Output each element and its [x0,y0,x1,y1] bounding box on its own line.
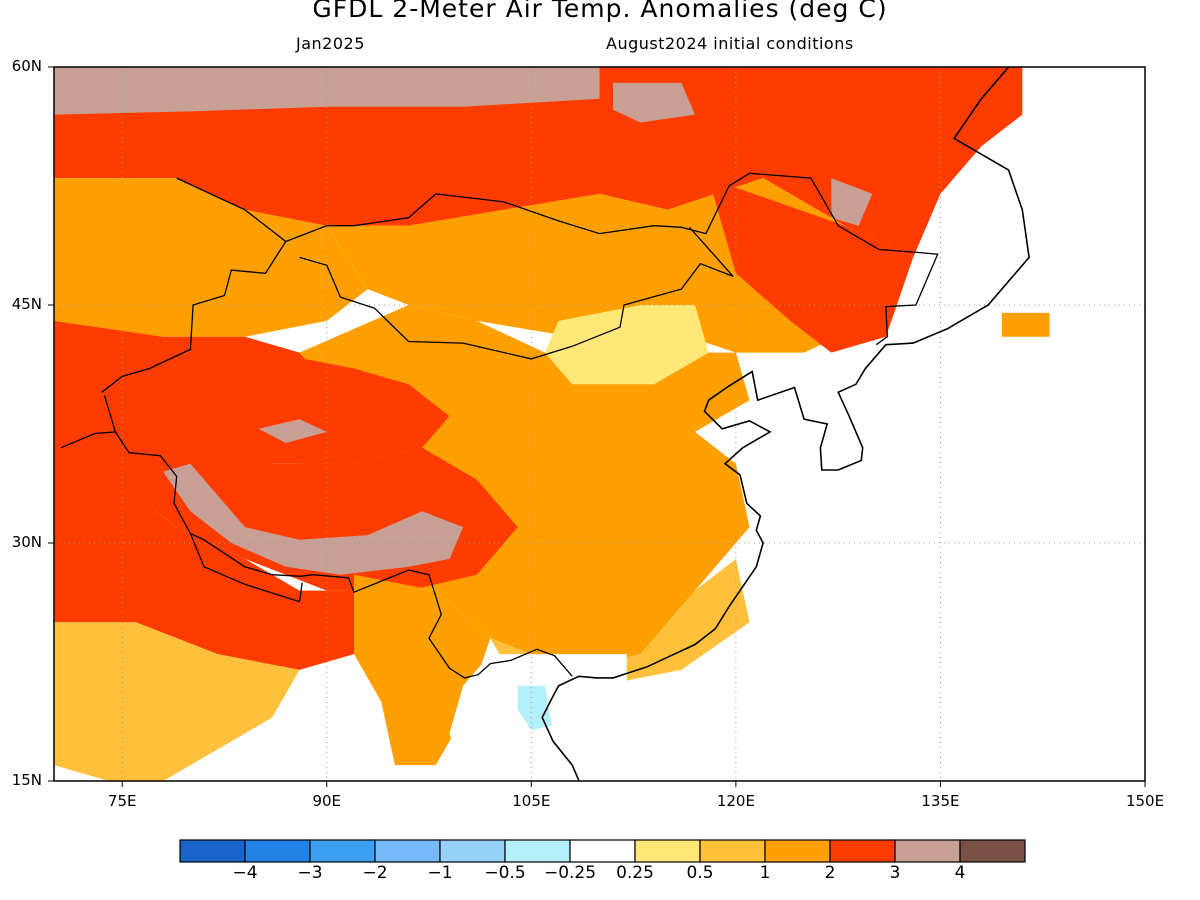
legend-label: 0.25 [616,863,654,883]
legend-label: −0.5 [484,863,526,883]
region-india-mid [54,622,300,781]
legend-label: −1 [427,863,453,883]
region-siberia-north [54,67,1023,258]
region-kazakh-steppe [54,178,368,337]
legend-swatch [569,839,636,863]
legend-label: 1 [759,863,771,883]
legend-label: 0.5 [686,863,714,883]
initial-conditions: August2024 initial conditions [606,34,854,53]
legend-swatch [179,839,246,863]
lon-label: 90E [312,792,342,810]
lon-label: 135E [921,792,960,810]
region-amur-patch [831,178,873,226]
lon-label: 120E [716,792,755,810]
legend-swatch [244,839,311,863]
legend-label: 4 [954,863,966,883]
chart-title: GFDL 2-Meter Air Temp. Anomalies (deg C) [312,0,888,23]
country-border [114,431,573,679]
plot-frame [53,66,1146,782]
country-border [299,226,734,360]
lon-label: 150E [1125,792,1165,810]
legend-swatch [309,839,376,863]
legend-swatch [634,839,701,863]
legend-swatch [439,839,506,863]
legend-label: 2 [824,863,836,883]
lon-label: 75E [107,792,137,810]
legend-label: −3 [297,863,323,883]
legend-label: 3 [889,863,901,883]
legend-swatch [374,839,441,863]
legend-swatch [959,839,1026,863]
legend-swatch [504,839,571,863]
legend-label: −0.25 [543,863,597,883]
coastline [541,67,1030,781]
legend-swatch [829,839,896,863]
geography-lines [60,67,1030,781]
region-manchuria [708,178,914,353]
country-border [60,395,117,449]
country-border [101,241,287,393]
region-gobi [545,305,709,385]
legend-label: −4 [232,863,258,883]
region-kunlun-patch [258,419,327,443]
region-arctic-band [54,67,600,115]
legend-swatch [699,839,766,863]
lat-label: 15N [11,771,42,789]
forecast-month: Jan2025 [296,34,365,53]
region-siberia-patch [613,82,695,123]
region-tarim-interior [163,352,450,464]
lat-label: 30N [11,533,42,551]
lon-label: 105E [512,792,551,810]
lat-label: 60N [11,57,42,75]
legend-swatch [764,839,831,863]
anomaly-fields [54,67,1050,781]
region-tibet-south-rim [163,463,464,575]
region-hokkaido-patch [1001,312,1050,337]
lat-label: 45N [11,295,42,313]
country-border [176,172,939,346]
country-border [189,533,303,603]
legend-label: −2 [362,863,388,883]
region-india-north [54,495,354,670]
region-se-china-coast [490,558,750,686]
legend-swatch [894,839,961,863]
